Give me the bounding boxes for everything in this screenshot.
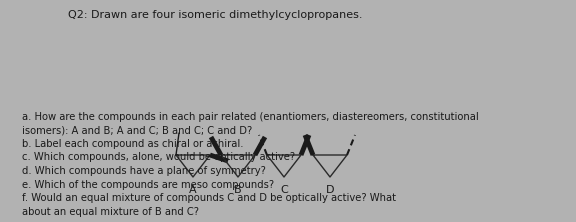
Text: a. How are the compounds in each pair related (enantiomers, diastereomers, const: a. How are the compounds in each pair re… [22,112,479,122]
Text: B: B [234,185,242,195]
Text: C: C [280,185,288,195]
Text: f. Would an equal mixture of compounds C and D be optically active? What: f. Would an equal mixture of compounds C… [22,193,396,203]
Text: Q2: Drawn are four isomeric dimethylcyclopropanes.: Q2: Drawn are four isomeric dimethylcycl… [68,10,362,20]
Text: isomers): A and B; A and C; B and C; C and D?: isomers): A and B; A and C; B and C; C a… [22,125,252,135]
Text: e. Which of the compounds are meso compounds?: e. Which of the compounds are meso compo… [22,180,274,190]
Text: b. Label each compound as chiral or achiral.: b. Label each compound as chiral or achi… [22,139,244,149]
Text: D: D [326,185,334,195]
Text: d. Which compounds have a plane of symmetry?: d. Which compounds have a plane of symme… [22,166,266,176]
Text: about an equal mixture of B and C?: about an equal mixture of B and C? [22,206,199,216]
Text: c. Which compounds, alone, would be optically active?: c. Which compounds, alone, would be opti… [22,153,295,163]
Text: A: A [189,185,197,195]
